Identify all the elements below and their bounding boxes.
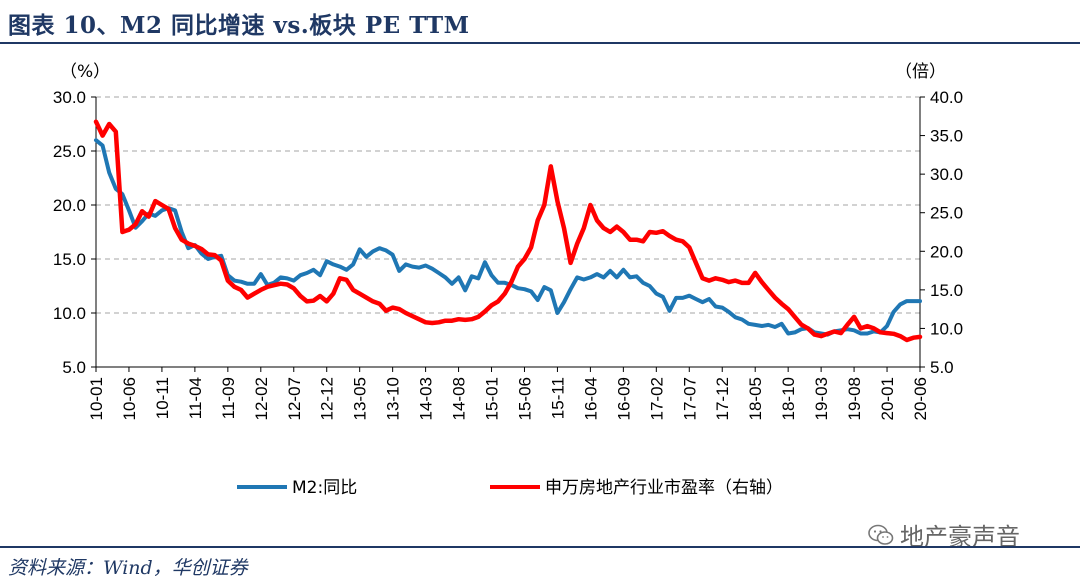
x-tick-label: 16-09	[614, 377, 633, 420]
right-tick-label: 35.0	[930, 127, 963, 146]
x-tick-label: 10-01	[87, 377, 106, 420]
left-tick-label: 20.0	[53, 196, 86, 215]
legend-label: 申万房地产行业市盈率（右轴）	[545, 478, 783, 498]
chart-title: 图表 10、M2 同比增速 vs.板块 PE TTM	[8, 12, 470, 39]
left-axis-unit: （%）	[60, 62, 110, 82]
series-lines	[93, 119, 923, 343]
x-tick-label: 14-08	[450, 377, 469, 420]
x-tick-label: 13-10	[384, 377, 403, 420]
x-tick-label: 15-11	[548, 377, 567, 419]
x-tick-label: 14-03	[417, 377, 436, 420]
left-tick-label: 5.0	[62, 358, 86, 377]
right-tick-label: 15.0	[930, 281, 963, 300]
x-axis-ticks: 10-01 10-06 10-11 11-04 11-09 12-02 12-07 12-12…	[87, 367, 930, 420]
legend: M2:同比 申万房地产行业市盈率（右轴）	[237, 478, 783, 498]
x-tick-label: 11-04	[186, 377, 205, 419]
x-tick-label: 12-02	[252, 377, 271, 420]
x-tick-label: 19-08	[845, 377, 864, 420]
x-tick-label: 12-07	[285, 377, 304, 420]
series-m2-line	[94, 138, 922, 337]
right-tick-label: 20.0	[930, 242, 963, 261]
wechat-icon	[868, 524, 894, 545]
series-pe-line	[93, 119, 923, 343]
x-tick-label: 19-03	[812, 377, 831, 420]
legend-label: M2:同比	[292, 478, 357, 498]
chart-svg: 5.0 10.0 15.0 20.0 25.0 30.0 5.0 10.0 15.0 20.0 2…	[53, 62, 963, 498]
left-tick-label: 10.0	[53, 304, 86, 323]
x-tick-label: 16-04	[581, 377, 600, 420]
x-tick-label: 12-12	[318, 377, 337, 420]
source-note: 资料来源：Wind，华创证券	[8, 557, 248, 579]
x-tick-label: 11-09	[219, 377, 238, 419]
right-tick-label: 5.0	[930, 358, 954, 377]
grid-lines	[96, 96, 920, 314]
x-tick-label: 18-10	[779, 377, 798, 420]
right-axis-unit: （倍）	[895, 62, 946, 82]
x-tick-label: 10-11	[153, 377, 172, 419]
x-tick-label: 17-02	[647, 377, 666, 420]
x-tick-label: 15-06	[515, 377, 534, 420]
x-tick-label: 15-01	[483, 377, 502, 420]
right-tick-label: 25.0	[930, 204, 963, 223]
title-rule	[0, 42, 1080, 44]
right-axis-ticks: 5.0 10.0 15.0 20.0 25.0 30.0 35.0 40.0	[920, 88, 963, 377]
x-tick-label: 17-07	[680, 377, 699, 420]
x-tick-label: 18-05	[746, 377, 765, 420]
right-tick-label: 30.0	[930, 165, 963, 184]
x-tick-label: 20-01	[878, 377, 897, 420]
x-tick-label: 20-06	[911, 377, 930, 420]
left-tick-label: 30.0	[53, 88, 86, 107]
right-tick-label: 40.0	[930, 88, 963, 107]
source-rule	[0, 546, 1080, 548]
right-tick-label: 10.0	[930, 319, 963, 338]
left-tick-label: 15.0	[53, 250, 86, 269]
x-tick-label: 13-05	[351, 377, 370, 420]
x-tick-label: 17-12	[713, 377, 732, 420]
left-tick-label: 25.0	[53, 142, 86, 161]
left-axis-ticks: 5.0 10.0 15.0 20.0 25.0 30.0	[53, 88, 96, 377]
x-tick-label: 10-06	[120, 377, 139, 420]
